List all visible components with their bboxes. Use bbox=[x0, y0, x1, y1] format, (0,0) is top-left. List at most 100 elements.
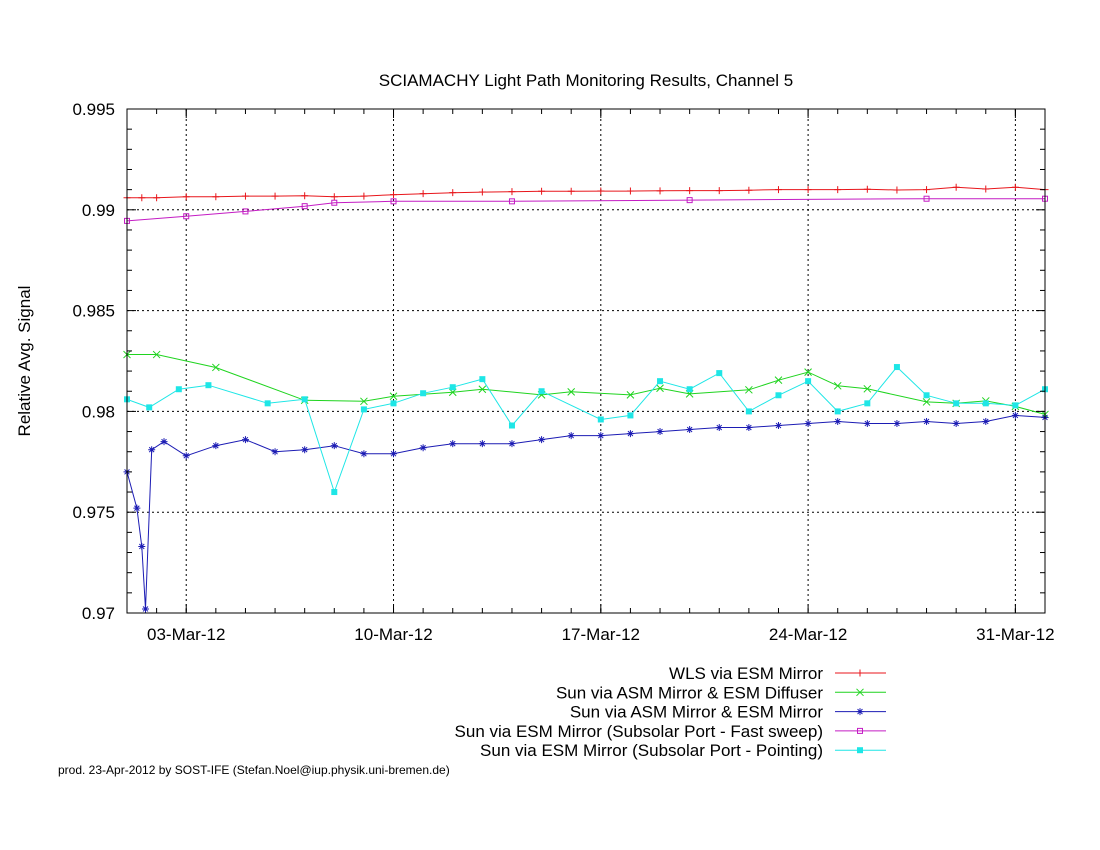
data-point bbox=[182, 452, 190, 460]
chart-title: SCIAMACHY Light Path Monitoring Results,… bbox=[379, 71, 794, 90]
data-point bbox=[715, 424, 723, 432]
data-point bbox=[834, 417, 842, 425]
data-point bbox=[241, 436, 249, 444]
data-point bbox=[833, 381, 842, 390]
y-tick-label: 0.975 bbox=[72, 503, 115, 522]
series-4 bbox=[124, 195, 1048, 224]
data-point bbox=[138, 194, 146, 202]
data-point bbox=[360, 406, 367, 413]
data-point bbox=[686, 426, 694, 434]
data-point bbox=[716, 370, 723, 377]
series-layer bbox=[123, 183, 1049, 613]
data-point bbox=[893, 186, 901, 194]
data-point bbox=[567, 432, 575, 440]
data-point bbox=[478, 188, 486, 196]
legend-marker bbox=[857, 747, 863, 754]
data-point bbox=[212, 442, 220, 450]
data-point bbox=[686, 187, 694, 195]
data-point bbox=[1011, 183, 1019, 191]
data-point bbox=[420, 390, 427, 397]
data-point bbox=[775, 392, 782, 399]
data-point bbox=[745, 424, 753, 432]
y-axis-label: Relative Avg. Signal bbox=[15, 286, 34, 437]
data-point bbox=[597, 187, 605, 195]
data-point bbox=[922, 398, 931, 406]
series-line bbox=[126, 414, 1046, 610]
data-point bbox=[360, 397, 368, 406]
data-point bbox=[657, 378, 664, 385]
data-point bbox=[390, 400, 397, 407]
footer-credit: prod. 23-Apr-2012 by SOST-IFE (Stefan.No… bbox=[58, 763, 450, 777]
data-point bbox=[804, 419, 812, 427]
data-point bbox=[627, 412, 634, 419]
data-point bbox=[264, 400, 271, 407]
legend-marker bbox=[857, 727, 863, 734]
data-point bbox=[330, 442, 338, 450]
data-point bbox=[538, 187, 546, 195]
x-tick-label: 24-Mar-12 bbox=[769, 625, 847, 644]
data-point bbox=[982, 185, 990, 193]
series-line bbox=[126, 366, 1046, 494]
data-point bbox=[656, 187, 664, 195]
data-point bbox=[745, 186, 753, 194]
data-point bbox=[241, 192, 249, 200]
data-point bbox=[538, 388, 545, 395]
legend-label: Sun via ESM Mirror (Subsolar Port - Fast… bbox=[455, 722, 823, 741]
data-point bbox=[271, 448, 279, 456]
data-point bbox=[863, 419, 871, 427]
data-point bbox=[182, 193, 190, 201]
data-point bbox=[923, 392, 930, 399]
series-line bbox=[127, 186, 1046, 199]
x-tick-label: 31-Mar-12 bbox=[976, 625, 1054, 644]
series-5 bbox=[124, 364, 1048, 496]
legend-marker bbox=[856, 708, 864, 716]
series-2 bbox=[123, 350, 1049, 419]
data-point bbox=[863, 185, 871, 193]
data-point bbox=[175, 386, 182, 393]
data-point bbox=[133, 504, 141, 512]
data-point bbox=[212, 193, 220, 201]
ticks: 0.97 0.975 0.98 0.985 0.99 0.995 03-Mar-12 10-M… bbox=[72, 100, 1054, 644]
data-point bbox=[211, 363, 220, 372]
data-point bbox=[183, 213, 190, 220]
data-point bbox=[1011, 411, 1019, 419]
data-point bbox=[626, 430, 634, 438]
data-point bbox=[301, 446, 309, 454]
data-point bbox=[626, 187, 634, 195]
data-point bbox=[597, 416, 604, 423]
data-point bbox=[419, 444, 427, 452]
y-tick-label: 0.97 bbox=[82, 604, 115, 623]
data-point bbox=[389, 392, 398, 401]
data-point bbox=[804, 186, 812, 194]
series-3 bbox=[123, 411, 1049, 613]
data-point bbox=[148, 446, 156, 454]
legend-label: Sun via ESM Mirror (Subsolar Port - Poin… bbox=[480, 741, 823, 760]
data-point bbox=[686, 386, 693, 393]
data-point bbox=[301, 192, 309, 200]
data-point bbox=[479, 376, 486, 383]
data-point bbox=[953, 400, 960, 407]
grid bbox=[127, 109, 1045, 613]
data-point bbox=[686, 197, 693, 204]
data-point bbox=[271, 192, 279, 200]
data-point bbox=[508, 422, 515, 429]
data-point bbox=[478, 440, 486, 448]
data-point bbox=[893, 419, 901, 427]
legend-marker bbox=[856, 688, 864, 697]
series-1 bbox=[123, 183, 1049, 202]
data-point bbox=[508, 198, 515, 205]
data-point bbox=[508, 188, 516, 196]
x-tick-label: 10-Mar-12 bbox=[354, 625, 432, 644]
data-point bbox=[893, 364, 900, 371]
data-point bbox=[153, 194, 161, 202]
data-point bbox=[419, 190, 427, 198]
data-point bbox=[449, 189, 457, 197]
data-point bbox=[538, 436, 546, 444]
data-point bbox=[160, 438, 168, 446]
data-point bbox=[745, 385, 753, 394]
data-point bbox=[301, 203, 308, 210]
data-point bbox=[242, 208, 249, 215]
data-point bbox=[774, 376, 783, 385]
